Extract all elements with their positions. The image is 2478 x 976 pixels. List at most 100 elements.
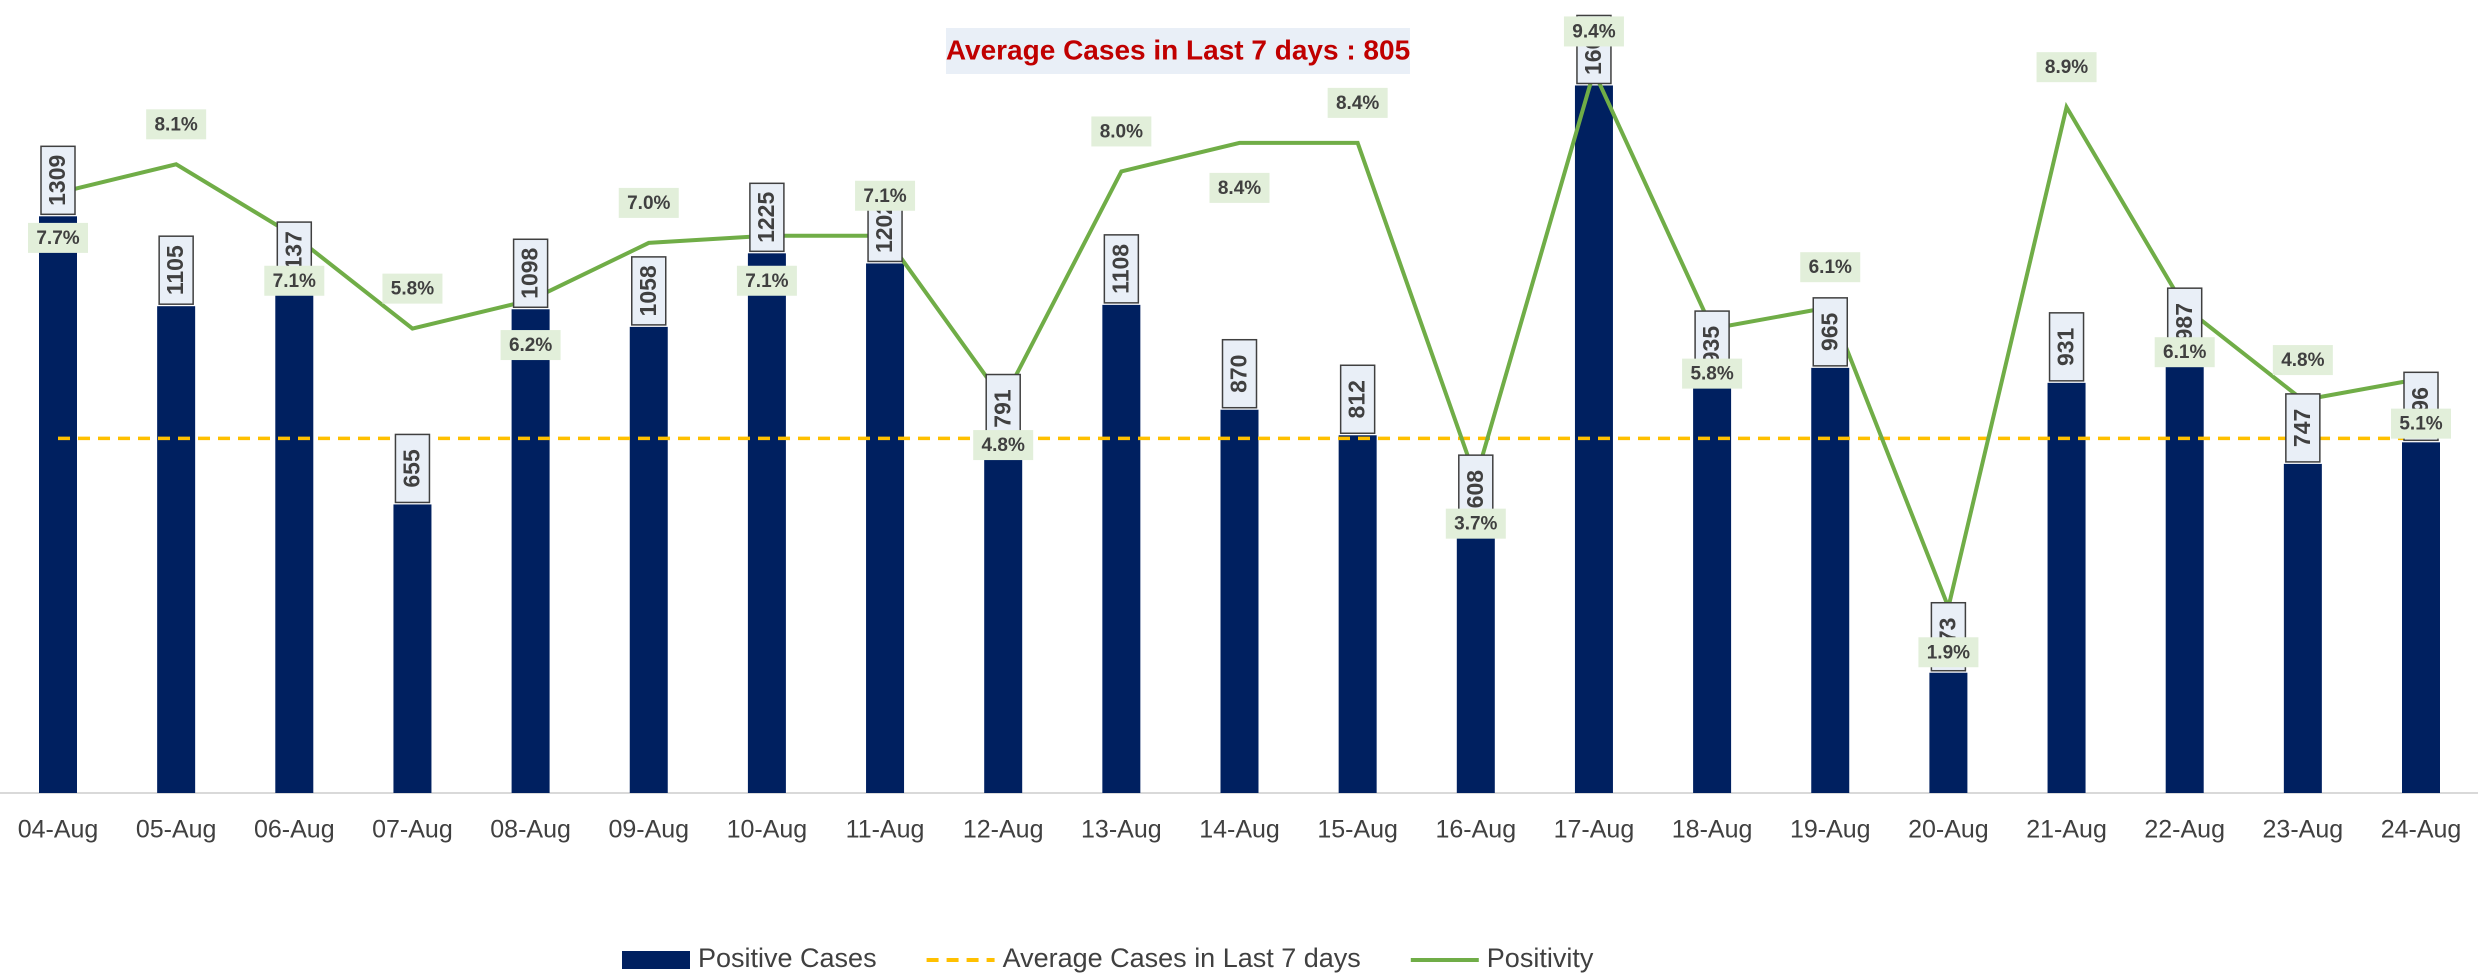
- bar-label: 965: [1812, 297, 1848, 367]
- x-tick-label: 04-Aug: [18, 816, 99, 844]
- x-tick-label: 21-Aug: [2026, 816, 2107, 844]
- positivity-label-box: [2154, 337, 2215, 368]
- bar: [393, 504, 432, 793]
- positivity-label-box: [1327, 87, 1388, 118]
- bar-value-label: 747: [2289, 409, 2315, 447]
- bar: [1693, 381, 1732, 793]
- bar-value-label: 1105: [162, 245, 188, 295]
- bar-value-label: 1309: [44, 155, 70, 206]
- bar-label-box: [631, 256, 667, 326]
- positivity-label: 7.1%: [863, 186, 906, 207]
- legend-swatch: [622, 951, 690, 969]
- bar: [2402, 442, 2440, 793]
- bar-label-box: [1339, 364, 1376, 435]
- positivity-label: 8.4%: [1336, 93, 1379, 114]
- bar-value-label: 812: [1344, 380, 1370, 418]
- positivity-label: 7.1%: [273, 271, 316, 292]
- bar: [629, 326, 668, 793]
- positivity-label-box: [2391, 408, 2451, 439]
- positivity-label-box: [1445, 508, 1506, 539]
- bar-label-box: [749, 182, 785, 253]
- bar: [2047, 382, 2086, 793]
- bar-label: 1098: [512, 238, 549, 309]
- positivity-label-box: [2036, 52, 2097, 83]
- annotation: Average Cases in Last 7 days : 805: [946, 34, 1410, 65]
- positivity-label-box: [973, 430, 1034, 461]
- positivity-label: 7.7%: [36, 228, 79, 249]
- bar: [2165, 358, 2204, 793]
- bar-label-box: [2048, 312, 2085, 382]
- bar: [1456, 525, 1495, 793]
- x-tick-label: 18-Aug: [1672, 816, 1753, 844]
- positivity-label: 6.1%: [2163, 342, 2206, 363]
- bar-label: 931: [2048, 312, 2085, 382]
- bar-label: 812: [1339, 364, 1376, 435]
- bar-label-box: [1221, 338, 1258, 409]
- bar-label: 1108: [1103, 234, 1140, 304]
- bar-label-box: [1812, 297, 1848, 367]
- x-tick-label: 08-Aug: [490, 816, 571, 844]
- x-tick-label: 11-Aug: [846, 816, 925, 844]
- x-tick-label: 06-Aug: [254, 816, 335, 844]
- bar-value-label: 965: [1816, 312, 1842, 351]
- positivity-label: 7.0%: [627, 193, 670, 214]
- x-tick-label: 19-Aug: [1790, 816, 1871, 844]
- positivity-label-box: [2272, 345, 2333, 376]
- positivity-label-box: [1918, 637, 1979, 668]
- positivity-label-box: [1800, 252, 1861, 283]
- positivity-label-box: [264, 265, 325, 296]
- bar-label: 870: [1221, 338, 1258, 409]
- positivity-label-box: [28, 222, 88, 253]
- bar-label: 747: [2285, 393, 2321, 463]
- positivity-label: 3.7%: [1454, 514, 1497, 535]
- positivity-label: 4.8%: [982, 435, 1025, 456]
- positivity-label: 1.9%: [1927, 642, 1970, 663]
- bar-value-label: 935: [1698, 326, 1724, 365]
- legend-label: Positive Cases: [698, 943, 877, 973]
- x-tick-label: 24-Aug: [2381, 816, 2462, 844]
- bar-value-label: 608: [1462, 470, 1488, 509]
- bar: [984, 444, 1023, 793]
- positivity-label-box: [736, 265, 797, 296]
- x-tick-label: 17-Aug: [1554, 816, 1635, 844]
- bar-label-box: [40, 145, 76, 216]
- bar-value-label: 655: [399, 449, 425, 488]
- bar-value-label: 1108: [1107, 244, 1133, 294]
- bar-value-label: 1225: [753, 192, 779, 243]
- positivity-line: [57, 65, 2422, 614]
- bar: [1102, 304, 1141, 793]
- positivity-label-box: [855, 180, 916, 211]
- positivity-label-box: [1091, 116, 1152, 147]
- bar-label: 1309: [40, 145, 76, 216]
- positivity-label: 7.1%: [745, 271, 788, 292]
- x-tick-label: 07-Aug: [372, 816, 453, 844]
- positivity-label: 8.4%: [1218, 178, 1261, 199]
- bar: [1811, 367, 1850, 793]
- legend-label: Positivity: [1487, 943, 1594, 973]
- bar-label-box: [394, 433, 431, 504]
- bar-value-label: 791: [989, 389, 1015, 428]
- bar-label-box: [158, 235, 194, 305]
- positivity-label-box: [618, 187, 679, 218]
- x-tick-label: 20-Aug: [1908, 816, 1989, 844]
- positivity-label: 8.9%: [2045, 57, 2088, 78]
- positivity-label-box: [146, 109, 207, 140]
- positivity-label: 5.8%: [391, 279, 434, 300]
- positivity-label-box: [500, 330, 561, 361]
- positivity-label: 5.1%: [2399, 414, 2442, 435]
- bar: [39, 216, 77, 794]
- bar: [1220, 409, 1259, 793]
- bar: [2283, 463, 2322, 793]
- positivity-label: 8.0%: [1100, 121, 1143, 142]
- bar-value-label: 1098: [517, 247, 543, 298]
- bar: [275, 292, 314, 793]
- x-tick-label: 16-Aug: [1435, 816, 1516, 844]
- bar-label-box: [2285, 393, 2321, 463]
- bar-value-label: 987: [2171, 303, 2197, 341]
- legend-label: Average Cases in Last 7 days: [1003, 943, 1361, 973]
- bar-label-box: [512, 238, 549, 309]
- x-tick-label: 10-Aug: [727, 816, 808, 844]
- x-tick-label: 13-Aug: [1081, 816, 1162, 844]
- bar-label-box: [1103, 234, 1140, 304]
